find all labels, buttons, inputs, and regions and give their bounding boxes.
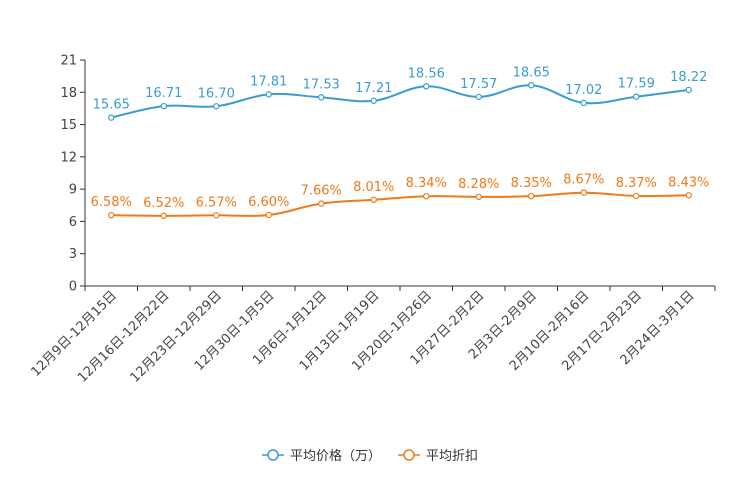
axes: 0 3 6 9 12 15 18 21 12月9日-12月15日12月16日-12月22日12月… [28, 54, 716, 386]
data-point[interactable] [423, 193, 430, 200]
x-tick-label: 12月23日-12月29日 [128, 288, 225, 385]
data-label: 17.59 [618, 77, 655, 92]
y-tick-label: 18 [60, 86, 77, 101]
series-line [111, 84, 689, 119]
data-label: 17.53 [303, 77, 340, 92]
data-point[interactable] [475, 193, 482, 201]
data-point[interactable] [160, 212, 167, 220]
series-1: 15.65 16.71 16.70 17.81 17.53 17.21 18.56 17.57… [93, 65, 707, 121]
data-point[interactable] [370, 97, 377, 104]
data-label: 8.28% [458, 177, 499, 192]
series-line [111, 191, 689, 217]
data-point[interactable] [265, 211, 272, 219]
data-label: 8.01% [353, 180, 394, 195]
y-tick-label: 0 [69, 280, 77, 295]
data-point[interactable] [580, 189, 587, 196]
y-tick-label: 12 [60, 150, 77, 165]
data-label: 18.22 [670, 70, 707, 85]
data-point[interactable] [370, 196, 377, 203]
data-point[interactable] [213, 103, 220, 110]
data-label: 8.67% [563, 173, 604, 188]
data-point[interactable] [213, 212, 220, 219]
x-tick-label: 12月16日-12月22日 [75, 288, 172, 385]
data-point[interactable] [685, 192, 692, 199]
data-label: 18.65 [513, 65, 550, 80]
data-label: 7.66% [301, 184, 342, 199]
data-point[interactable] [108, 114, 115, 121]
data-point[interactable] [633, 93, 640, 100]
legend-item-1[interactable]: 平均价格（万） [262, 448, 381, 464]
x-tick-label: 12月9日-12月15日 [28, 288, 120, 380]
data-point[interactable] [633, 192, 640, 200]
data-label: 6.60% [248, 195, 289, 210]
series-2: 6.58% 6.52% 6.57% 6.60% 7.66% 8.01% 8.34% 8.28%… [91, 173, 709, 220]
data-point[interactable] [160, 102, 167, 110]
y-tick-label: 3 [69, 247, 77, 262]
data-label: 8.35% [511, 176, 552, 191]
y-tick-label: 15 [60, 118, 77, 133]
legend-item-2[interactable]: 平均折扣 [398, 449, 478, 464]
data-point[interactable] [265, 91, 272, 98]
legend[interactable]: 平均价格（万） 平均折扣 [262, 448, 478, 464]
data-label: 17.57 [460, 77, 497, 92]
data-point[interactable] [685, 86, 692, 94]
y-tick-label: 21 [60, 54, 77, 69]
data-point[interactable] [528, 82, 535, 89]
data-point[interactable] [423, 83, 430, 90]
data-label: 8.43% [668, 175, 709, 190]
data-label: 8.34% [406, 176, 447, 191]
data-point[interactable] [318, 200, 325, 207]
legend-marker-icon [267, 449, 279, 461]
data-label: 16.71 [145, 86, 182, 101]
data-label: 17.21 [355, 81, 392, 96]
data-label: 6.52% [143, 196, 184, 211]
data-point[interactable] [528, 192, 535, 200]
data-label: 18.56 [408, 66, 445, 81]
data-point[interactable] [475, 93, 482, 101]
legend-marker-icon [403, 449, 415, 461]
data-label: 17.81 [250, 74, 287, 89]
data-label: 6.58% [91, 195, 132, 210]
data-label: 8.37% [616, 176, 657, 191]
series-layer: 15.65 16.71 16.70 17.81 17.53 17.21 18.56 17.57… [91, 65, 709, 220]
data-label: 15.65 [93, 98, 130, 113]
y-tick-label: 6 [69, 215, 77, 230]
y-tick-label: 9 [69, 183, 77, 198]
legend-label: 平均价格（万） [290, 448, 381, 464]
data-label: 16.70 [198, 86, 235, 101]
legend-label: 平均折扣 [426, 449, 478, 464]
data-label: 6.57% [196, 195, 237, 210]
data-point[interactable] [318, 94, 325, 101]
data-point[interactable] [580, 99, 587, 107]
data-point[interactable] [108, 211, 115, 219]
data-label: 17.02 [565, 83, 602, 98]
